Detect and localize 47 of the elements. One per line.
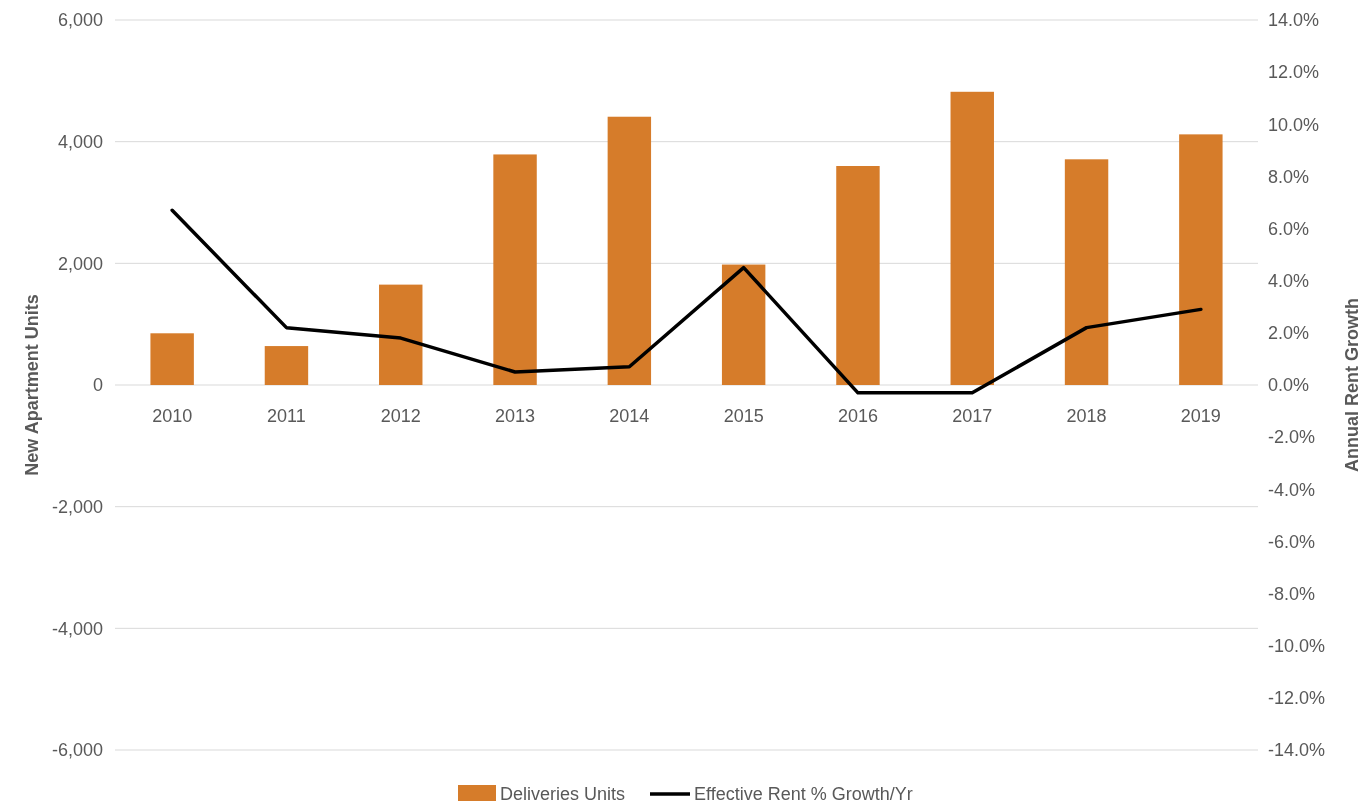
y2-tick-label: -12.0% xyxy=(1268,688,1326,709)
bar xyxy=(950,91,994,385)
x-tick-label: 2015 xyxy=(723,406,764,426)
x-tick-label: 2017 xyxy=(952,406,993,426)
bar xyxy=(607,116,652,385)
bar xyxy=(493,154,537,385)
y2-tick-label: -10.0% xyxy=(1268,636,1326,657)
y2-tick-label: 4.0% xyxy=(1268,271,1310,292)
y-tick-label: 4,000 xyxy=(57,131,103,152)
y-tick-label: -2,000 xyxy=(51,496,103,517)
y2-tick-label: 12.0% xyxy=(1268,62,1320,83)
x-tick-label: 2011 xyxy=(267,406,306,426)
y-axis-title: New Apartment Units xyxy=(22,294,42,476)
y2-tick-label: -2.0% xyxy=(1268,427,1316,448)
y-tick-label: 2,000 xyxy=(57,253,103,274)
y-tick-label: 6,000 xyxy=(57,10,103,31)
y2-tick-label: 0.0% xyxy=(1268,375,1310,396)
bar xyxy=(150,333,194,385)
bar xyxy=(721,264,766,385)
x-tick-label: 2018 xyxy=(1066,406,1107,426)
y2-tick-label: 14.0% xyxy=(1268,10,1320,31)
y-tick-label: -4,000 xyxy=(51,618,103,639)
bar xyxy=(1179,134,1223,385)
y2-axis-title: Annual Rent Growth xyxy=(1342,298,1362,472)
y2-tick-label: 10.0% xyxy=(1268,114,1320,135)
y2-tick-label: 2.0% xyxy=(1268,323,1310,344)
y2-tick-label: -4.0% xyxy=(1268,479,1316,500)
legend-label: Deliveries Units xyxy=(500,784,626,805)
y-tick-label: 0 xyxy=(92,375,103,396)
y2-tick-label: -6.0% xyxy=(1268,531,1316,552)
y2-tick-label: -8.0% xyxy=(1268,583,1316,604)
x-tick-label: 2013 xyxy=(495,406,536,426)
bar xyxy=(264,346,309,385)
line-series xyxy=(170,208,1203,395)
y2-tick-label: -14.0% xyxy=(1268,740,1326,761)
bar xyxy=(836,166,880,385)
x-tick-label: 2012 xyxy=(380,406,421,426)
y-tick-label: -6,000 xyxy=(51,740,103,761)
y2-tick-label: 6.0% xyxy=(1268,218,1310,239)
y2-tick-label: 8.0% xyxy=(1268,166,1310,187)
bar xyxy=(1064,159,1109,385)
x-tick-label: 2016 xyxy=(837,406,878,426)
x-tick-label: 2010 xyxy=(152,406,193,426)
legend-label: Effective Rent % Growth/Yr xyxy=(694,784,913,805)
x-tick-label: 2014 xyxy=(609,406,650,426)
x-tick-label: 2019 xyxy=(1180,406,1221,426)
bar xyxy=(379,284,423,385)
